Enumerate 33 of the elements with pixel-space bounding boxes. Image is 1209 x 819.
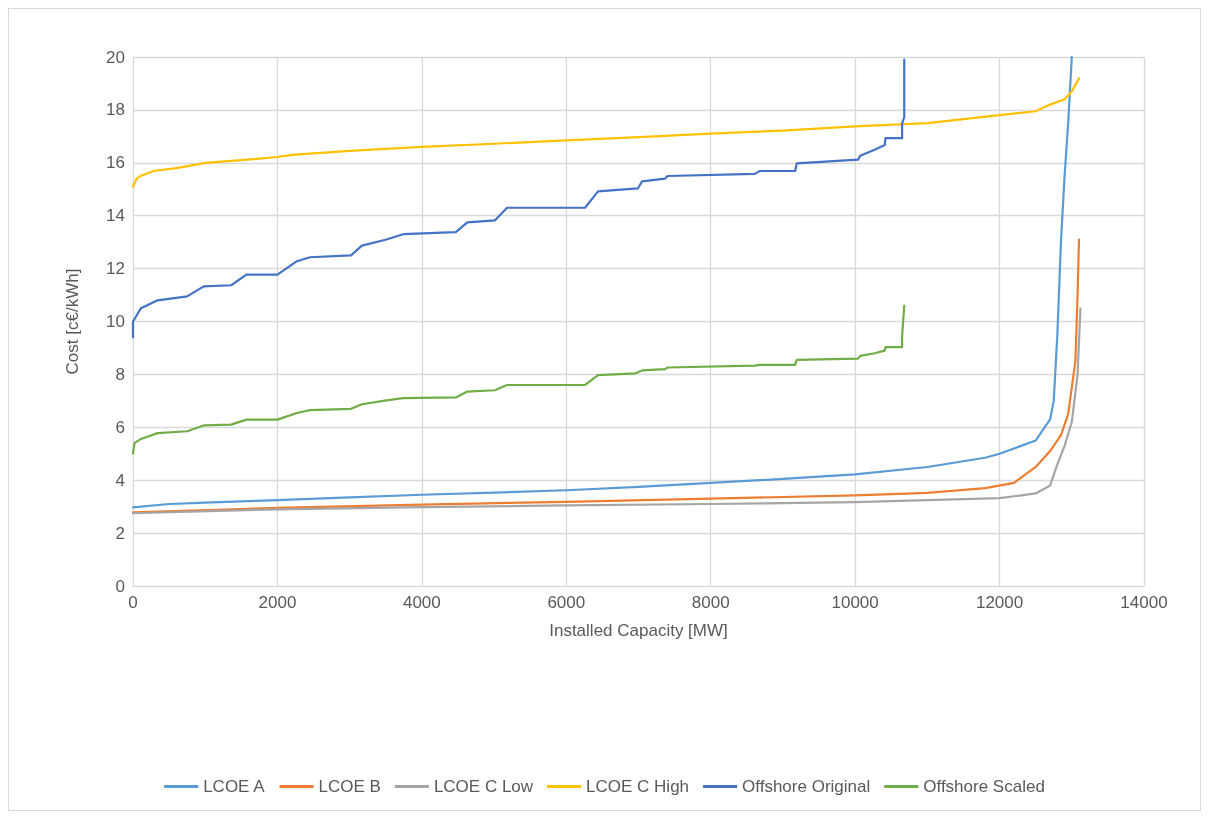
y-tick-label: 0 <box>115 576 125 596</box>
legend-label: LCOE B <box>318 777 381 796</box>
y-tick-label: 4 <box>115 470 125 490</box>
x-axis-title: Installed Capacity [MW] <box>549 621 728 640</box>
line-series <box>131 55 1073 509</box>
y-tick-label: 10 <box>106 312 125 331</box>
x-tick-label: 6000 <box>547 593 586 612</box>
x-tick-label: 2000 <box>258 593 297 612</box>
y-axis-title: Cost [c€/kWh] <box>63 268 82 375</box>
x-tick-label: 4000 <box>402 593 441 612</box>
line-series <box>131 77 1081 188</box>
legend-label: Offshore Scaled <box>923 777 1045 796</box>
y-tick-label: 2 <box>115 523 125 543</box>
y-tick-label: 20 <box>106 47 125 67</box>
y-tick-label: 8 <box>115 364 125 384</box>
x-tick-label: 8000 <box>691 593 730 612</box>
legend-label: LCOE C Low <box>433 777 534 796</box>
x-tick-label: 12000 <box>975 593 1024 612</box>
x-tick-label: 14000 <box>1120 593 1168 612</box>
legend-label: Offshore Original <box>742 777 871 796</box>
y-tick-label: 6 <box>115 417 125 437</box>
legend-label: LCOE C High <box>586 777 690 796</box>
line-series <box>131 238 1081 514</box>
legend-label: LCOE A <box>203 777 266 796</box>
y-tick-label: 14 <box>106 206 125 226</box>
y-tick-label: 18 <box>106 100 125 120</box>
y-tick-label: 16 <box>106 153 125 173</box>
line-series <box>131 304 906 455</box>
line-series <box>131 307 1082 515</box>
x-tick-label: 0 <box>128 593 138 612</box>
line-series <box>131 58 906 339</box>
y-tick-label: 12 <box>106 259 125 279</box>
x-tick-label: 10000 <box>831 593 879 612</box>
